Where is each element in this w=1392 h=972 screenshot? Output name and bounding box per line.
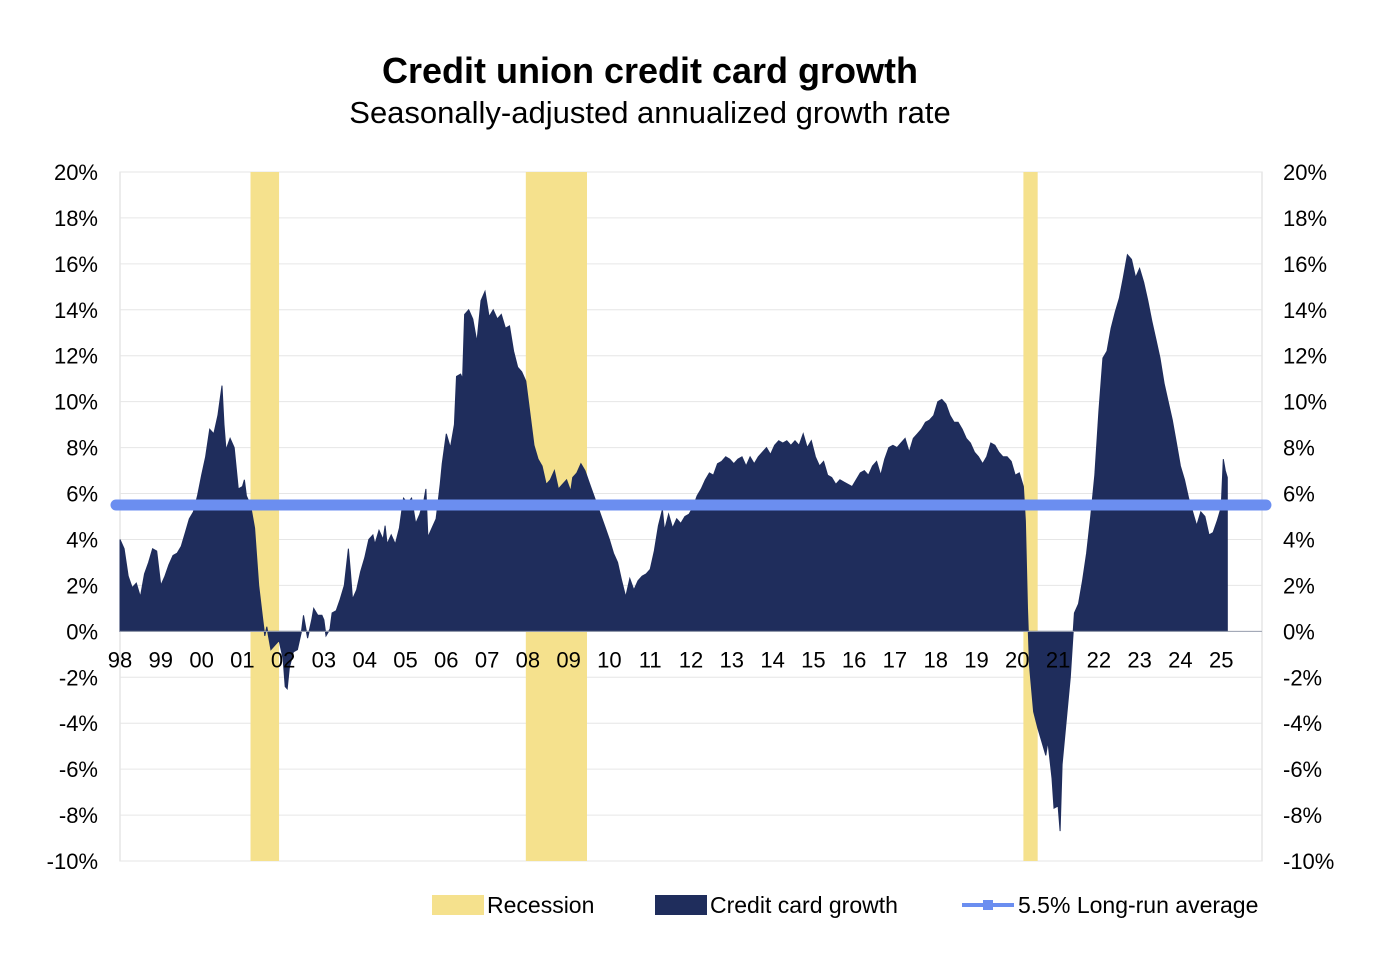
y-tick-label-right: 4% bbox=[1283, 527, 1315, 552]
x-tick-label: 00 bbox=[189, 647, 213, 672]
x-tick-label: 17 bbox=[883, 647, 907, 672]
legend-swatch bbox=[432, 895, 484, 915]
recession-band bbox=[250, 172, 280, 861]
y-tick-label-right: 10% bbox=[1283, 390, 1327, 415]
y-tick-label-left: 2% bbox=[66, 573, 98, 598]
y-tick-label-left: 14% bbox=[54, 298, 98, 323]
y-tick-label-left: -2% bbox=[59, 665, 98, 690]
y-tick-label-left: 4% bbox=[66, 527, 98, 552]
y-tick-label-left: -6% bbox=[59, 757, 98, 782]
y-tick-label-right: -6% bbox=[1283, 757, 1322, 782]
y-tick-label-right: 6% bbox=[1283, 482, 1315, 507]
y-tick-label-left: -10% bbox=[47, 849, 98, 874]
grid-lines bbox=[120, 171, 1262, 862]
y-tick-label-left: 0% bbox=[66, 619, 98, 644]
x-tick-label: 16 bbox=[842, 647, 866, 672]
y-tick-label-left: 12% bbox=[54, 344, 98, 369]
y-tick-label-right: 12% bbox=[1283, 344, 1327, 369]
y-tick-label-right: -2% bbox=[1283, 665, 1322, 690]
y-tick-label-left: 20% bbox=[54, 160, 98, 185]
y-tick-label-right: 8% bbox=[1283, 436, 1315, 461]
x-tick-label: 21 bbox=[1046, 647, 1070, 672]
x-tick-label: 08 bbox=[516, 647, 540, 672]
y-tick-label-right: 0% bbox=[1283, 619, 1315, 644]
x-tick-label: 19 bbox=[964, 647, 988, 672]
x-tick-label: 09 bbox=[556, 647, 580, 672]
y-tick-label-left: 10% bbox=[54, 390, 98, 415]
x-tick-label: 06 bbox=[434, 647, 458, 672]
x-tick-label: 07 bbox=[475, 647, 499, 672]
x-tick-label: 12 bbox=[679, 647, 703, 672]
y-tick-label-left: 18% bbox=[54, 206, 98, 231]
x-tick-label: 13 bbox=[720, 647, 744, 672]
y-axis-right: 20% 18% 16% 14% 12% 10% 8% 6% 4% 2% 0% -2% -4% -6% -8%… bbox=[1283, 160, 1334, 874]
credit-card-growth-path bbox=[119, 253, 1228, 832]
x-tick-label: 03 bbox=[312, 647, 336, 672]
x-tick-label: 22 bbox=[1087, 647, 1111, 672]
x-axis-ticks: 98 99 00 01 02 03 04 05 06 07 08 09 10 11 12 13 14 15 16 17… bbox=[108, 647, 1234, 672]
legend-label: Recession bbox=[487, 892, 594, 918]
x-tick-label: 24 bbox=[1168, 647, 1192, 672]
legend-label: 5.5% Long-run average bbox=[1018, 892, 1258, 918]
y-tick-label-left: 16% bbox=[54, 252, 98, 277]
y-tick-label-right: 2% bbox=[1283, 573, 1315, 598]
y-tick-label-right: -8% bbox=[1283, 803, 1322, 828]
x-tick-label: 14 bbox=[760, 647, 784, 672]
chart-title: Credit union credit card growth bbox=[381, 50, 919, 91]
x-tick-label: 10 bbox=[597, 647, 621, 672]
x-tick-label: 02 bbox=[271, 647, 295, 672]
chart-subtitle: Seasonally-adjusted annualized growth ra… bbox=[349, 95, 951, 130]
y-tick-label-right: -10% bbox=[1283, 849, 1334, 874]
y-tick-label-left: -8% bbox=[59, 803, 98, 828]
x-tick-label: 11 bbox=[639, 647, 662, 672]
x-tick-label: 25 bbox=[1209, 647, 1233, 672]
legend-marker bbox=[983, 900, 993, 910]
y-tick-label-left: 6% bbox=[66, 482, 98, 507]
x-tick-label: 01 bbox=[230, 647, 254, 672]
y-tick-label-right: 20% bbox=[1283, 160, 1327, 185]
x-tick-label: 18 bbox=[923, 647, 947, 672]
y-tick-label-right: 16% bbox=[1283, 252, 1327, 277]
y-axis-left: 20% 18% 16% 14% 12% 10% 8% 6% 4% 2% 0% -2% -4% -6% -8%… bbox=[47, 160, 98, 874]
legend: Recession Credit card growth 5.5% Long-run… bbox=[432, 892, 1258, 918]
x-tick-label: 04 bbox=[352, 647, 376, 672]
x-tick-label: 20 bbox=[1005, 647, 1029, 672]
y-tick-label-right: -4% bbox=[1283, 711, 1322, 736]
x-tick-label: 23 bbox=[1127, 647, 1151, 672]
x-tick-label: 99 bbox=[149, 647, 173, 672]
legend-swatch bbox=[655, 895, 707, 915]
y-tick-label-left: 8% bbox=[66, 436, 98, 461]
y-tick-label-left: -4% bbox=[59, 711, 98, 736]
x-tick-label: 98 bbox=[108, 647, 132, 672]
x-tick-label: 15 bbox=[801, 647, 825, 672]
y-tick-label-right: 14% bbox=[1283, 298, 1327, 323]
x-tick-label: 05 bbox=[393, 647, 417, 672]
legend-label: Credit card growth bbox=[710, 892, 898, 918]
y-tick-label-right: 18% bbox=[1283, 206, 1327, 231]
credit-card-growth-area bbox=[119, 253, 1228, 832]
